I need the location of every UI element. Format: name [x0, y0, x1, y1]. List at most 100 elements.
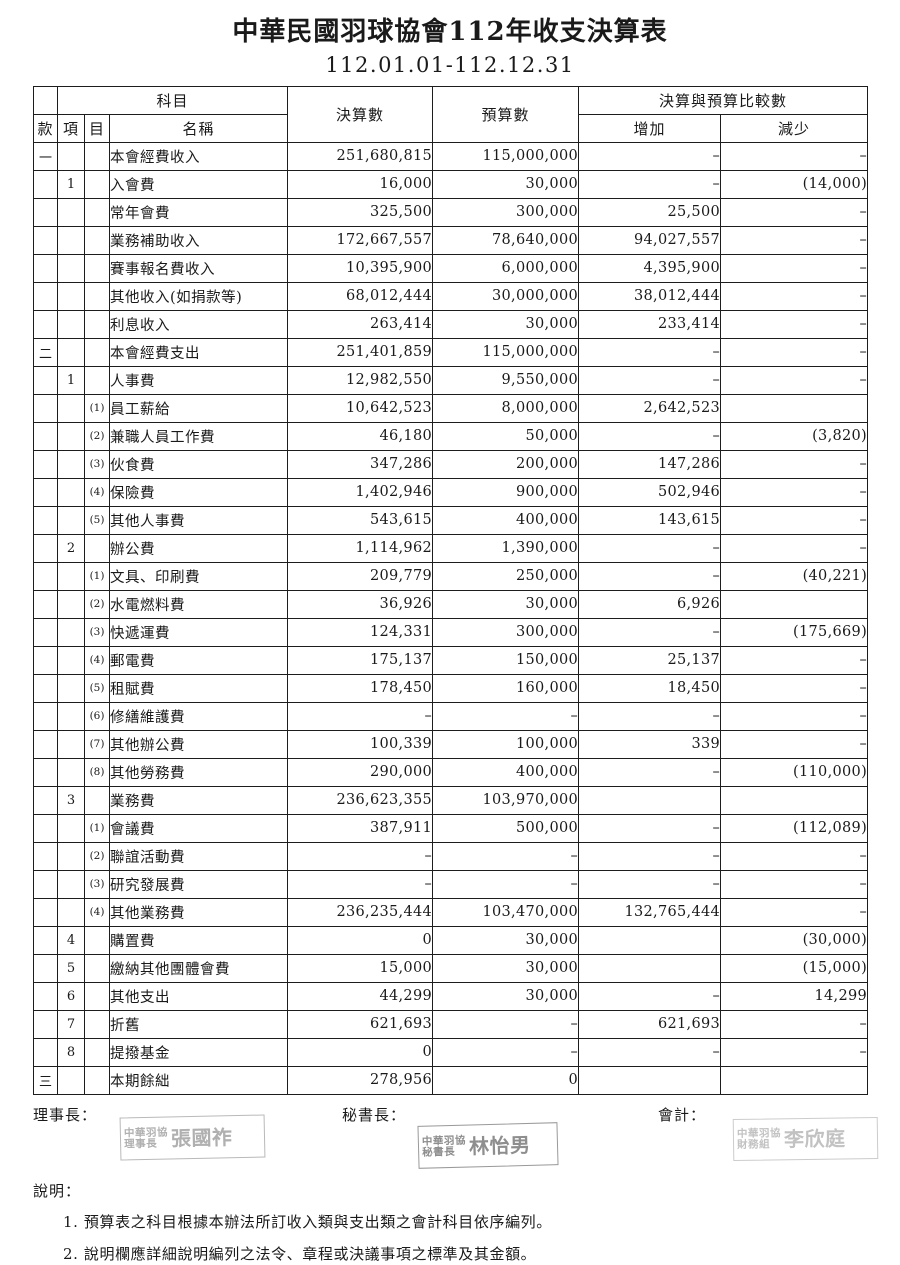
cell-increase: –: [578, 617, 722, 647]
cell-mu: [84, 981, 110, 1011]
cell-actual: 1,114,962: [287, 533, 434, 563]
cell-decrease: –: [720, 337, 869, 367]
cell-budget: –: [432, 1037, 580, 1067]
cell-budget: 115,000,000: [432, 141, 580, 171]
cell-increase: –: [578, 1037, 722, 1067]
cell-name: 租賦費: [108, 673, 289, 703]
cell-name: 其他支出: [108, 981, 289, 1011]
cell-budget: 150,000: [432, 645, 580, 675]
table-row: (6) 修繕維護費 – – – –: [33, 701, 869, 731]
cell-name: 本會經費支出: [108, 337, 289, 367]
table-row: 8 提撥基金 0– – –: [33, 1037, 869, 1067]
cell-increase: [578, 785, 722, 815]
signature-stamp-1: 中華羽協 理事長 張國祚: [119, 1113, 266, 1161]
cell-name: 提撥基金: [108, 1037, 289, 1067]
cell-budget: 103,970,000: [432, 785, 580, 815]
cell-actual: 0: [287, 925, 434, 955]
cell-decrease: –: [720, 477, 869, 507]
cell-actual: 172,667,557: [287, 225, 434, 255]
cell-actual: 16,000: [287, 169, 434, 199]
cell-name: 其他人事費: [108, 505, 289, 535]
cell-xiang: 3: [57, 785, 85, 815]
cell-decrease: –: [720, 449, 869, 479]
header-subject-group: 科目: [56, 85, 289, 115]
table-row: 其他收入(如捐款等) 68,012,444 30,000,000 38,012,444…: [33, 281, 869, 311]
cell-kuan: [33, 841, 58, 871]
cell-xiang: [57, 701, 85, 731]
table-row: 1 人事費 12,982,550 9,550,000– –: [33, 365, 869, 395]
table-row: (2) 聯誼活動費 – – – –: [33, 841, 869, 871]
table-row: (4) 其他業務費 236,235,444 103,470,000 132,765,44…: [33, 897, 869, 927]
document-period: 112.01.01-112.12.31: [325, 52, 575, 77]
cell-kuan: [33, 225, 58, 255]
cell-kuan: [33, 393, 58, 423]
cell-budget: 9,550,000: [432, 365, 580, 395]
cell-decrease: (14,000): [720, 169, 869, 199]
cell-increase: –: [578, 841, 722, 871]
cell-kuan: [33, 869, 58, 899]
cell-actual: 236,235,444: [287, 897, 434, 927]
cell-increase: 147,286: [578, 449, 722, 479]
cell-decrease: –: [720, 197, 869, 227]
table-row: (4) 郵電費 175,137 150,000 25,137–: [33, 645, 869, 675]
cell-increase: –: [578, 421, 722, 451]
cell-increase: [578, 925, 722, 955]
cell-decrease: [720, 1065, 869, 1095]
cell-name: 本會經費收入: [108, 141, 289, 171]
cell-decrease: –: [720, 533, 869, 563]
cell-mu: [84, 1009, 110, 1039]
table-row: 1 入會費 16,000 30,000– (14,000): [33, 169, 869, 199]
cell-xiang: [57, 421, 85, 451]
cell-actual: 621,693: [287, 1009, 434, 1039]
table-body: 一本會經費收入 251,680,815 115,000,000– –1 入會費 16,00…: [33, 141, 869, 1095]
cell-mu: (3): [84, 617, 110, 647]
stamp-org: 中華羽協: [421, 1133, 467, 1148]
table-row: (3) 研究發展費 – – – –: [33, 869, 869, 899]
cell-budget: 30,000: [432, 953, 580, 983]
header-mu: 目: [84, 113, 110, 143]
cell-increase: –: [578, 701, 722, 731]
cell-actual: 236,623,355: [287, 785, 434, 815]
cell-xiang: [57, 561, 85, 591]
stamp-org-block: 中華羽協 理事長: [124, 1126, 168, 1150]
cell-name: 快遞運費: [108, 617, 289, 647]
cell-actual: –: [287, 841, 434, 871]
table-head: 科目 決算數 預算數 決算與預算比較數 款 項 目 名稱 增加 減少: [33, 85, 869, 143]
cell-actual: 251,680,815: [287, 141, 434, 171]
table-row: 二本會經費支出 251,401,859 115,000,000– –: [33, 337, 869, 367]
cell-mu: [84, 785, 110, 815]
cell-actual: 175,137: [287, 645, 434, 675]
cell-decrease: –: [720, 869, 869, 899]
cell-decrease: (3,820): [720, 421, 869, 451]
cell-kuan: [33, 1009, 58, 1039]
signature-label-1: 理事長：: [33, 1105, 98, 1124]
cell-kuan: [33, 785, 58, 815]
cell-actual: 178,450: [287, 673, 434, 703]
cell-decrease: –: [720, 701, 869, 731]
cell-decrease: (112,089): [720, 813, 869, 843]
cell-decrease: –: [720, 141, 869, 171]
cell-xiang: [57, 337, 85, 367]
cell-increase: –: [578, 981, 722, 1011]
cell-increase: –: [578, 169, 722, 199]
cell-budget: 400,000: [432, 505, 580, 535]
cell-budget: 6,000,000: [432, 253, 580, 283]
cell-kuan: [33, 169, 58, 199]
cell-xiang: [57, 869, 85, 899]
cell-name: 會議費: [108, 813, 289, 843]
stamp-name: 林怡男: [468, 1131, 531, 1158]
cell-budget: 30,000,000: [432, 281, 580, 311]
stamp-role: 財務組: [736, 1137, 771, 1151]
cell-xiang: [57, 897, 85, 927]
cell-kuan: [33, 421, 58, 451]
cell-xiang: [57, 393, 85, 423]
stamp-role: 秘書長: [421, 1144, 456, 1158]
cell-decrease: –: [720, 729, 869, 759]
cell-decrease: –: [720, 365, 869, 395]
table-row: (8) 其他勞務費 290,000 400,000– (110,000): [33, 757, 869, 787]
cell-mu: (5): [84, 505, 110, 535]
cell-name: 其他收入(如捐款等): [108, 281, 289, 311]
cell-actual: 36,926: [287, 589, 434, 619]
cell-mu: [84, 365, 110, 395]
table-row: (1) 文具、印刷費 209,779 250,000– (40,221): [33, 561, 869, 591]
